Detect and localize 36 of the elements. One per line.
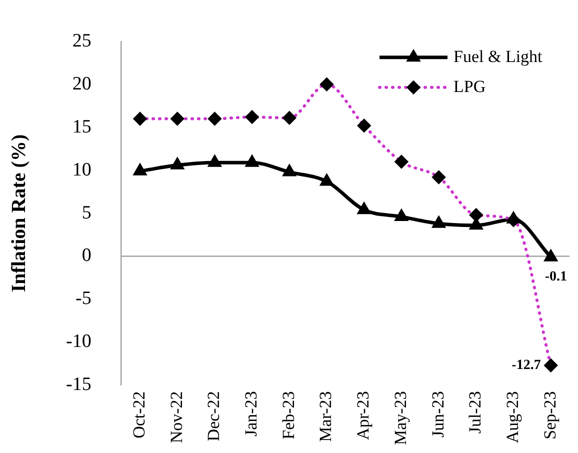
point [470,218,482,230]
y-axis-title: Inflation Rate (%) [8,134,30,292]
x-tick-label: Jan-23 [242,391,261,437]
point [544,250,557,262]
y-tick-label: 5 [82,202,92,224]
x-tick-label: May-23 [390,391,410,446]
y-tick-label: 20 [72,73,92,94]
point [246,156,258,167]
y-tick-label: -15 [66,374,92,396]
x-tick-label: Oct-22 [129,391,148,438]
point [208,156,221,167]
y-tick-label: 10 [72,159,92,180]
y-tick-label: 0 [82,245,92,266]
data-label: -12.7 [512,358,541,374]
x-tick-label: Apr-23 [354,391,373,440]
x-tick-label: Jun-23 [428,391,448,438]
legend-label: LPG [454,76,486,96]
y-tick-label: 25 [72,30,92,52]
x-tick-label: Feb-23 [278,391,298,440]
point [171,158,184,170]
y-tick-label: -10 [66,331,92,352]
x-tick-label: Aug-23 [502,391,522,444]
point [283,165,296,176]
x-tick-label: Sep-23 [540,391,560,440]
y-tick-label: 15 [72,116,92,138]
x-tick-label: Jul-23 [466,391,485,434]
data-label: -0.1 [544,270,567,285]
x-tick-label: Dec-22 [204,391,224,442]
legend-label: Fuel & Light [454,46,543,66]
x-tick-label: Nov-22 [166,391,186,444]
point [432,216,445,228]
y-tick-label: -5 [76,288,92,310]
point [320,174,333,186]
point [395,210,408,221]
point [134,164,146,176]
x-tick-label: Mar-23 [316,391,336,442]
